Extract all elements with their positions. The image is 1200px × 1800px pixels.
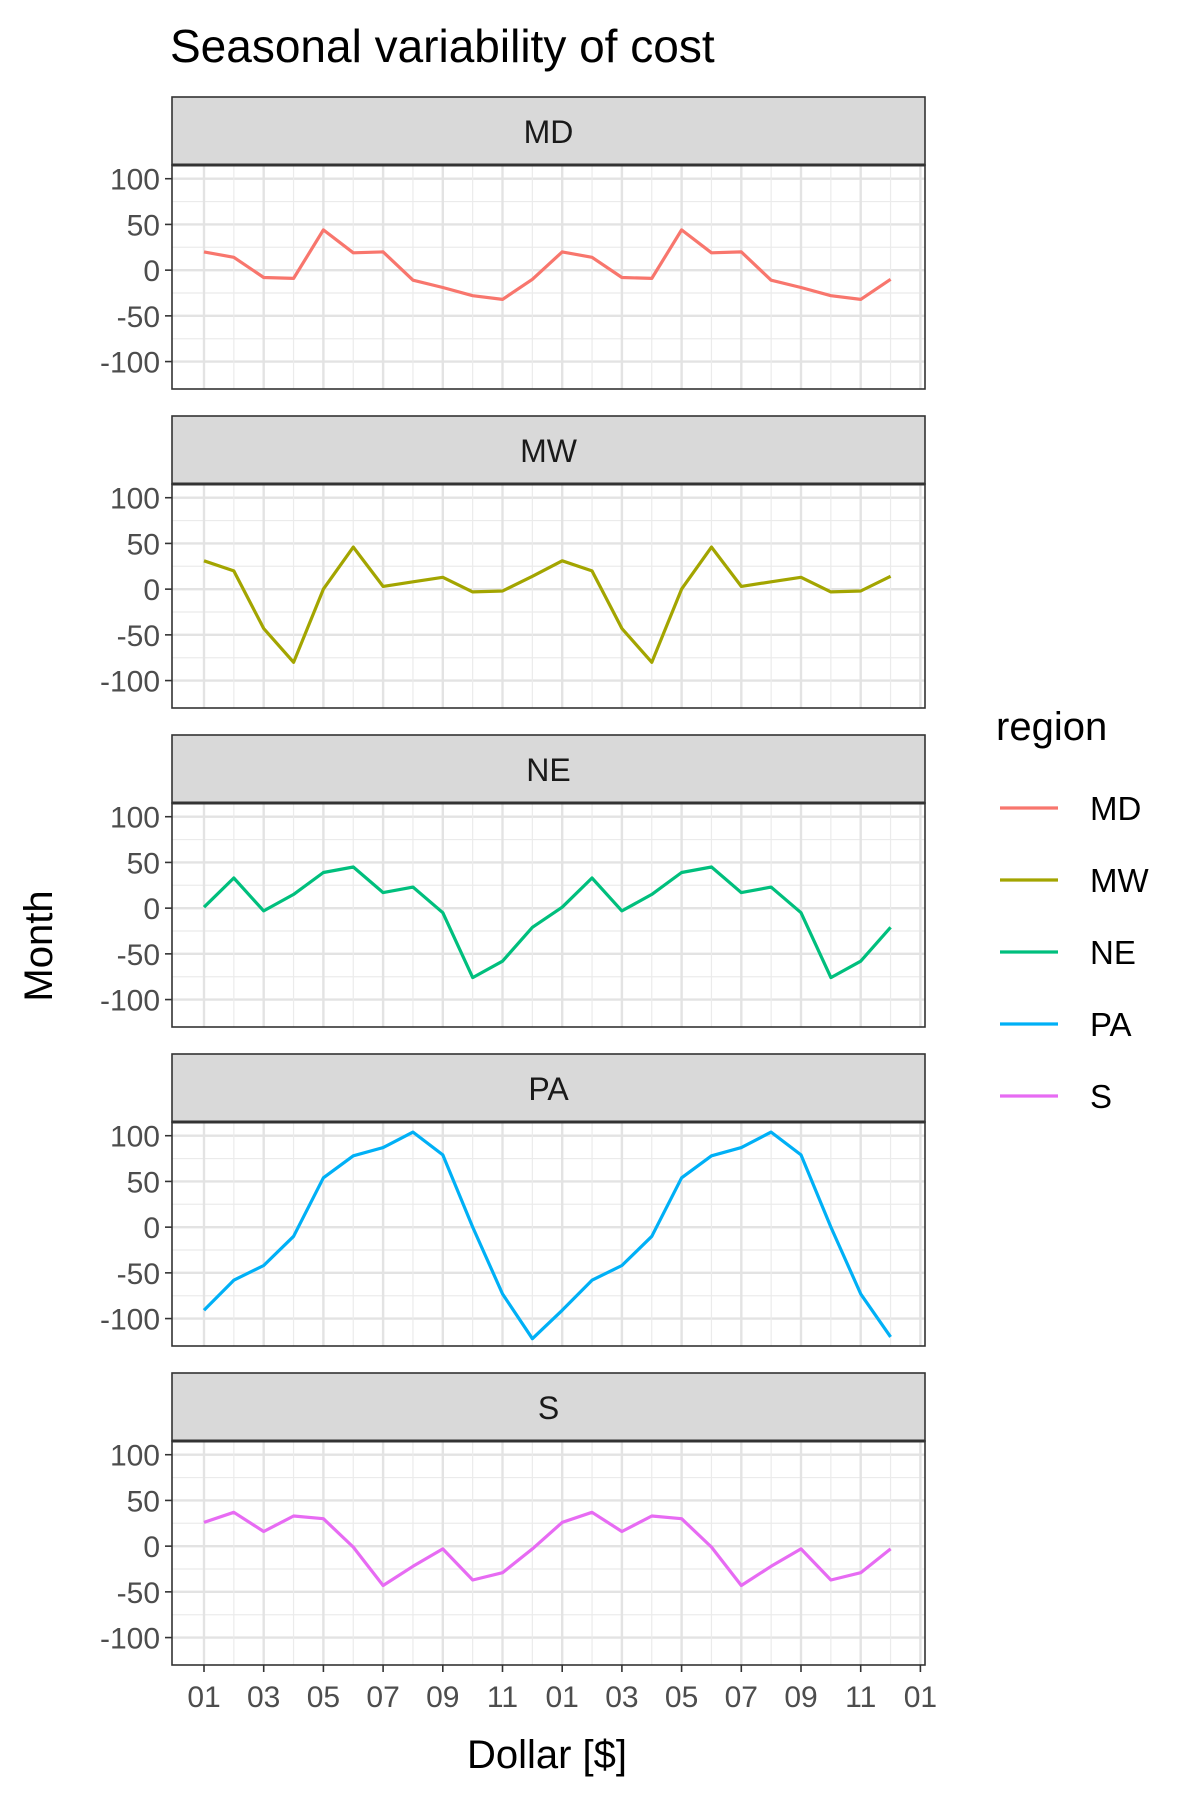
facet-strip xyxy=(171,1372,926,1442)
y-tick-label: -100 xyxy=(100,347,160,380)
y-tick-label: -100 xyxy=(100,666,160,699)
panel-s: S 100 50 0 -50 -100 xyxy=(100,1372,926,1666)
y-tick-label: 50 xyxy=(127,1166,160,1199)
x-tick-label: 03 xyxy=(247,1681,280,1714)
facet-strip-label: PA xyxy=(528,1071,569,1107)
x-tick-label: 01 xyxy=(904,1681,937,1714)
panel-background xyxy=(172,1441,925,1665)
series-line-ne xyxy=(202,865,892,980)
x-tick-label: 03 xyxy=(605,1681,638,1714)
panel-background xyxy=(172,1122,925,1346)
y-tick-label: -100 xyxy=(100,1304,160,1337)
y-tick-label: 0 xyxy=(143,574,160,607)
y-tick-label: 0 xyxy=(143,1531,160,1564)
series-line-pa xyxy=(202,1130,892,1341)
y-tick-label: 50 xyxy=(127,1485,160,1518)
y-tick-label: -50 xyxy=(117,1577,160,1610)
x-tick-label: 11 xyxy=(845,1681,876,1714)
y-tick-label: 100 xyxy=(110,1121,160,1154)
legend-label-s: S xyxy=(1090,1078,1112,1115)
y-tick-label: 50 xyxy=(127,847,160,880)
y-tick-label: 100 xyxy=(110,1440,160,1473)
series-line-md xyxy=(203,228,892,301)
facet-strip-label: MW xyxy=(520,433,578,469)
x-tick-label: 05 xyxy=(307,1681,340,1714)
panel-mw: MW 100 50 0 -50 -100 xyxy=(100,415,926,709)
panel-pa: PA 100 50 0 -50 -100 xyxy=(100,1053,926,1347)
panel-background xyxy=(172,484,925,708)
series-line-s xyxy=(203,1510,892,1588)
y-tick-label: -50 xyxy=(117,939,160,972)
series-line-mw xyxy=(203,545,892,664)
y-tick-label: 0 xyxy=(143,1212,160,1245)
legend-label-pa: PA xyxy=(1090,1006,1132,1043)
x-tick-label: 07 xyxy=(366,1681,399,1714)
y-tick-label: 100 xyxy=(110,483,160,516)
chart-title: Seasonal variability of cost xyxy=(170,20,715,72)
legend-label-md: MD xyxy=(1090,790,1141,827)
x-axis: 01 03 05 07 09 11 01 03 05 07 09 11 01 xyxy=(187,1665,937,1714)
x-tick-label: 09 xyxy=(426,1681,459,1714)
y-tick-label: 0 xyxy=(143,255,160,288)
y-tick-label: 100 xyxy=(110,802,160,835)
legend-title: region xyxy=(996,705,1107,749)
facet-strip xyxy=(171,734,926,804)
facet-strip-label: MD xyxy=(524,114,574,150)
y-tick-label: -50 xyxy=(117,301,160,334)
y-tick-label: -50 xyxy=(117,620,160,653)
panel-background xyxy=(172,165,925,389)
facet-strip-label: NE xyxy=(526,752,570,788)
panel-ne: NE 100 50 0 -50 -100 xyxy=(100,734,926,1028)
legend: region MD MW NE PA S xyxy=(996,705,1149,1115)
y-tick-label: -50 xyxy=(117,1258,160,1291)
legend-label-mw: MW xyxy=(1090,862,1149,899)
x-axis-label: Dollar [$] xyxy=(467,1733,627,1777)
facet-strip xyxy=(171,96,926,166)
x-tick-label: 05 xyxy=(665,1681,698,1714)
y-tick-label: -100 xyxy=(100,1623,160,1656)
y-tick-label: 100 xyxy=(110,164,160,197)
x-tick-label: 01 xyxy=(546,1681,579,1714)
y-axis-label: Month xyxy=(17,890,61,1001)
y-tick-label: 0 xyxy=(143,893,160,926)
legend-label-ne: NE xyxy=(1090,934,1136,971)
y-tick-label: 50 xyxy=(127,209,160,242)
panel-md: MD 100 50 0 -50 -100 xyxy=(100,96,926,390)
x-tick-label: 01 xyxy=(187,1681,220,1714)
x-tick-label: 07 xyxy=(725,1681,758,1714)
y-tick-label: -100 xyxy=(100,985,160,1018)
facet-panels: MD 100 50 0 -50 -100 MW 100 50 0 -50 -100 NE 100 50 0 -5… xyxy=(100,96,926,1666)
x-tick-label: 09 xyxy=(784,1681,817,1714)
facet-strip xyxy=(171,415,926,485)
y-tick-label: 50 xyxy=(127,528,160,561)
facet-strip-label: S xyxy=(538,1390,559,1426)
x-tick-label: 11 xyxy=(487,1681,518,1714)
legend-items: MD MW NE PA S xyxy=(1000,790,1149,1115)
